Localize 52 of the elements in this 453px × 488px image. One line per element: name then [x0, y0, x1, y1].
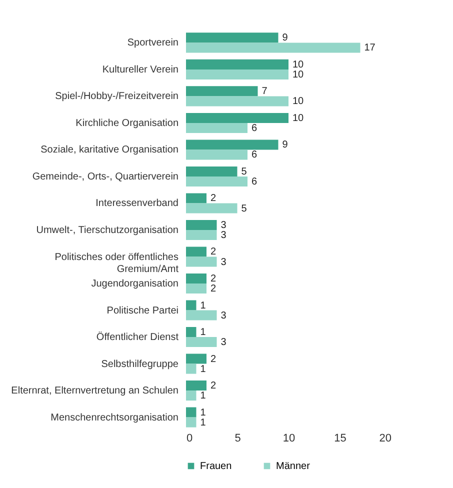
data-label: 3	[220, 310, 227, 322]
data-label: 6	[252, 150, 258, 161]
x-tick-label: 15	[334, 432, 346, 444]
data-label: 1	[200, 407, 206, 418]
data-label: 10	[292, 59, 304, 70]
data-label: 5	[241, 166, 248, 178]
data-label: 2	[210, 193, 216, 204]
data-label: 9	[282, 140, 288, 151]
x-tick-label: 20	[379, 432, 392, 444]
data-label: 9	[282, 32, 288, 44]
data-label: 1	[200, 417, 206, 428]
data-label: 7	[262, 86, 268, 98]
data-label: 6	[252, 176, 258, 188]
y-tick-label: Politische Partei	[106, 305, 178, 316]
x-tick-label: 5	[234, 432, 241, 444]
y-tick-label: Öffentlicher Dienst	[96, 331, 179, 344]
data-label: 2	[210, 380, 216, 392]
data-label: 3	[220, 220, 227, 231]
data-label: 2	[210, 273, 216, 284]
y-tick-label: Umwelt-, Tierschutzorganisation	[36, 225, 178, 236]
data-label: 5	[241, 203, 248, 214]
data-label: 10	[292, 96, 304, 108]
data-label: 17	[364, 42, 376, 54]
x-tick-label: 0	[186, 432, 193, 444]
y-tick-label: Jugendorganisation	[91, 278, 178, 290]
data-label: 2	[210, 354, 216, 365]
x-tick-label: 10	[282, 432, 296, 444]
y-tick-label: Selbsthilfegruppe	[101, 358, 179, 370]
data-label: 1	[200, 300, 206, 312]
data-label: 3	[220, 256, 227, 268]
data-label: 1	[200, 327, 206, 338]
y-tick-label: Elternrat, Elternvertretung an Schulen	[11, 386, 178, 397]
y-tick-label: Interessenverband	[96, 198, 178, 210]
data-label: 3	[220, 337, 227, 348]
data-label: 10	[292, 112, 304, 124]
data-label: 3	[220, 230, 227, 242]
data-label: 2	[210, 284, 216, 295]
y-tick-label: Spiel-/Hobby-/Freizeitverein	[55, 91, 178, 102]
y-tick-label: Menschenrechtsorganisation	[50, 412, 178, 424]
y-tick-label: Gemeinde-, Orts-, Quartierverein	[32, 171, 178, 182]
legend-label: Frauen	[200, 461, 232, 472]
y-tick-label: Sportverein	[127, 38, 178, 49]
data-label: 10	[292, 69, 304, 80]
y-tick-label: Kirchliche Organisation	[76, 118, 178, 129]
data-label: 2	[210, 246, 216, 258]
data-label: 6	[252, 122, 258, 134]
legend-label: Männer	[276, 461, 311, 472]
y-tick-label: Kultureller Verein	[102, 64, 178, 76]
data-label: 1	[200, 364, 206, 375]
y-tick-label: Politisches oder öffentliches Gremium/Amt	[54, 252, 179, 275]
data-label: 1	[200, 390, 206, 402]
y-tick-label: Soziale, karitative Organisation	[40, 144, 178, 156]
